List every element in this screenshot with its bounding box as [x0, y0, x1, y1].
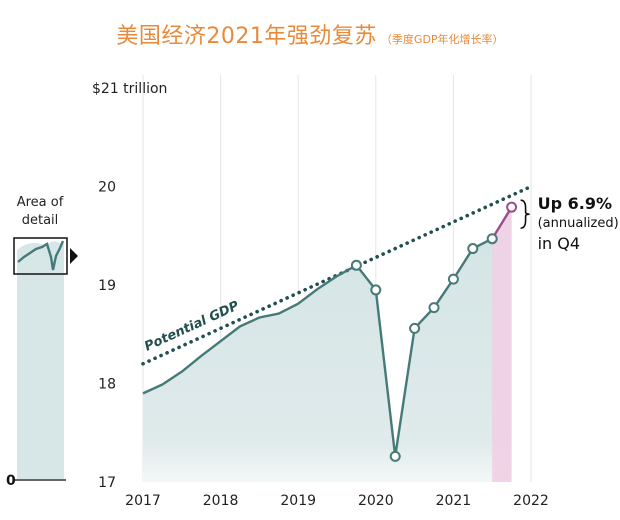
x-tick-label: 2019 [280, 493, 316, 509]
data-point-marker [507, 203, 516, 212]
x-tick-label: 2021 [436, 493, 472, 509]
annotation-annualized: (annualized) [538, 216, 619, 231]
x-axis: 2017 2018 2019 2020 2021 2022 [125, 493, 549, 509]
inset-label-line2: detail [22, 213, 59, 228]
data-point-marker [410, 324, 419, 333]
x-tick-label: 2018 [203, 493, 239, 509]
y-tick-label: $21 trillion [92, 81, 167, 97]
x-tick-label: 2022 [513, 493, 549, 509]
inset-zero-label: 0 [6, 473, 16, 489]
y-tick-label: 19 [98, 278, 116, 294]
y-tick-label: 17 [98, 475, 116, 491]
inset-area-fill [17, 262, 64, 479]
gdp-area-fill [143, 207, 512, 482]
area-layer [143, 207, 512, 482]
inset-label-line1: Area of [17, 195, 64, 210]
annotation-brace [521, 200, 530, 228]
inset-overview: Area of detail 0 [6, 195, 78, 489]
x-tick-label: 2020 [358, 493, 394, 509]
data-point-marker [449, 275, 458, 284]
annotation-period: in Q4 [538, 234, 580, 253]
annotation-up-value: Up 6.9% [538, 194, 612, 213]
data-point-marker [352, 261, 361, 270]
x-tick-label: 2017 [125, 493, 161, 509]
y-tick-label: 18 [98, 377, 116, 393]
data-point-marker [430, 303, 439, 312]
data-point-marker [371, 285, 380, 294]
data-point-marker [391, 452, 400, 461]
highlight-area-fill [492, 207, 511, 482]
data-point-marker [468, 244, 477, 253]
y-tick-label: 20 [98, 180, 116, 196]
data-point-marker [488, 234, 497, 243]
inset-pointer-icon [70, 248, 78, 264]
